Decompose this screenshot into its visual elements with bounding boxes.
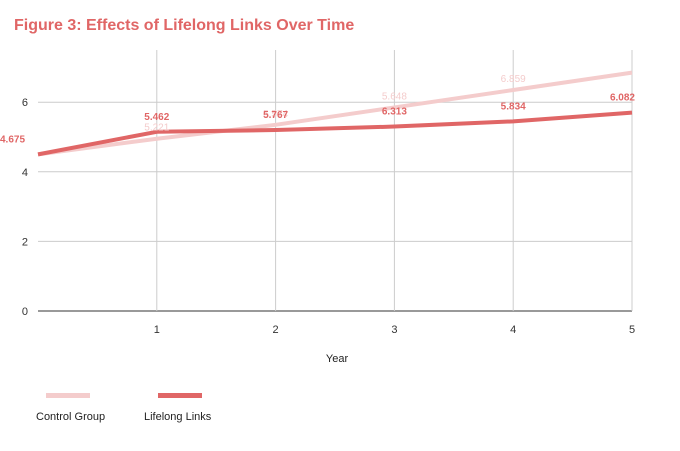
- series-line-control-group: [37, 70, 633, 157]
- series-line-lifelong-links: [37, 110, 633, 157]
- series-lines: [37, 70, 633, 157]
- x-tick-label: 2: [273, 324, 279, 336]
- chart-title: Figure 3: Effects of Lifelong Links Over…: [14, 17, 355, 34]
- data-label: 5.574: [263, 109, 288, 120]
- data-label: 5.834: [501, 101, 526, 112]
- x-tick-labels: 1 2 3 4 5: [154, 324, 635, 336]
- legend-label-control-group: Control Group: [36, 411, 106, 423]
- data-label: 6.859: [501, 74, 526, 85]
- data-label: 5.648: [382, 91, 407, 102]
- legend-label-lifelong-links: Lifelong Links: [144, 411, 212, 423]
- x-tick-label: 5: [629, 324, 635, 336]
- data-label: 5.767: [263, 110, 288, 121]
- y-tick-label: 0: [22, 306, 28, 318]
- data-label: 5.462: [144, 112, 169, 123]
- data-label: 6.082: [610, 93, 635, 104]
- y-tick-label: 6: [22, 97, 28, 109]
- legend-swatch-lifelong-links: [158, 393, 202, 398]
- y-tick-label: 2: [22, 236, 28, 248]
- x-axis-title: Year: [326, 353, 349, 365]
- x-tick-label: 1: [154, 324, 160, 336]
- data-label: 4.675: [0, 134, 25, 145]
- x-tick-label: 4: [510, 324, 516, 336]
- gridlines: [38, 50, 633, 312]
- legend-swatch-control-group: [46, 393, 90, 398]
- data-label: 5.221: [144, 123, 169, 134]
- x-tick-label: 3: [391, 324, 397, 336]
- y-tick-label: 4: [22, 167, 28, 179]
- y-tick-labels: 0 2 4 6: [22, 97, 28, 318]
- data-label: 6.313: [382, 107, 407, 118]
- data-labels: 5.221 5.574 5.648 6.859 4.675 5.462 5.767 6.313…: [0, 74, 635, 145]
